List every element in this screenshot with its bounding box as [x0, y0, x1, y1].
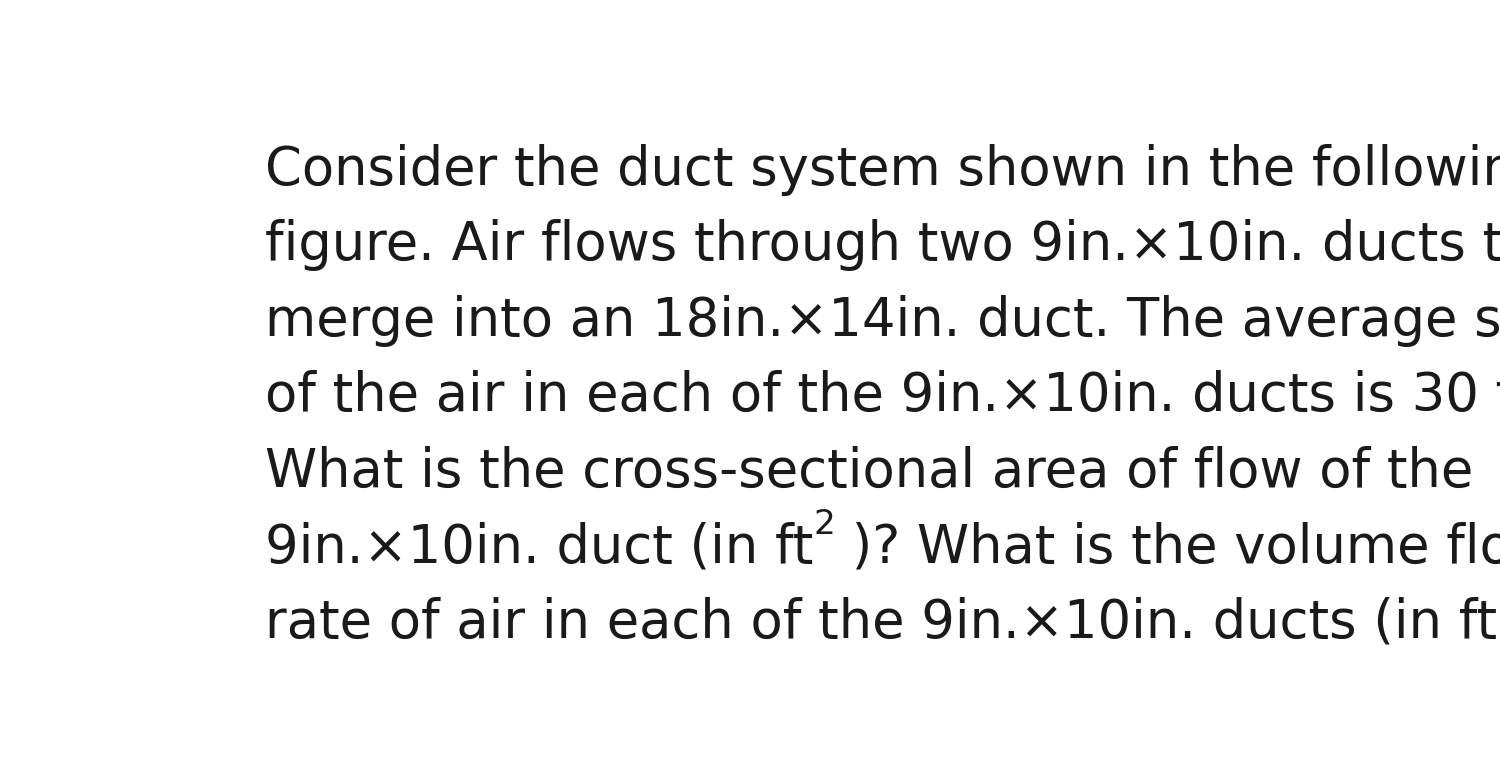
Text: Consider the duct system shown in the following: Consider the duct system shown in the fo…	[266, 144, 1500, 196]
Text: merge into an 18in.×14in. duct. The average speed: merge into an 18in.×14in. duct. The aver…	[266, 295, 1500, 347]
Text: What is the cross-sectional area of flow of the: What is the cross-sectional area of flow…	[266, 445, 1473, 497]
Text: of the air in each of the 9in.×10in. ducts is 30 ft/s.: of the air in each of the 9in.×10in. duc…	[266, 370, 1500, 422]
Text: 2: 2	[813, 508, 836, 541]
Text: )? What is the volume flow: )? What is the volume flow	[836, 521, 1500, 573]
Text: rate of air in each of the 9in.×10in. ducts (in ft: rate of air in each of the 9in.×10in. du…	[266, 597, 1497, 649]
Text: 3: 3	[1497, 584, 1500, 617]
Text: 9in.×10in. duct (in ft: 9in.×10in. duct (in ft	[266, 521, 813, 573]
Text: figure. Air flows through two 9in.×10in. ducts that: figure. Air flows through two 9in.×10in.…	[266, 220, 1500, 272]
